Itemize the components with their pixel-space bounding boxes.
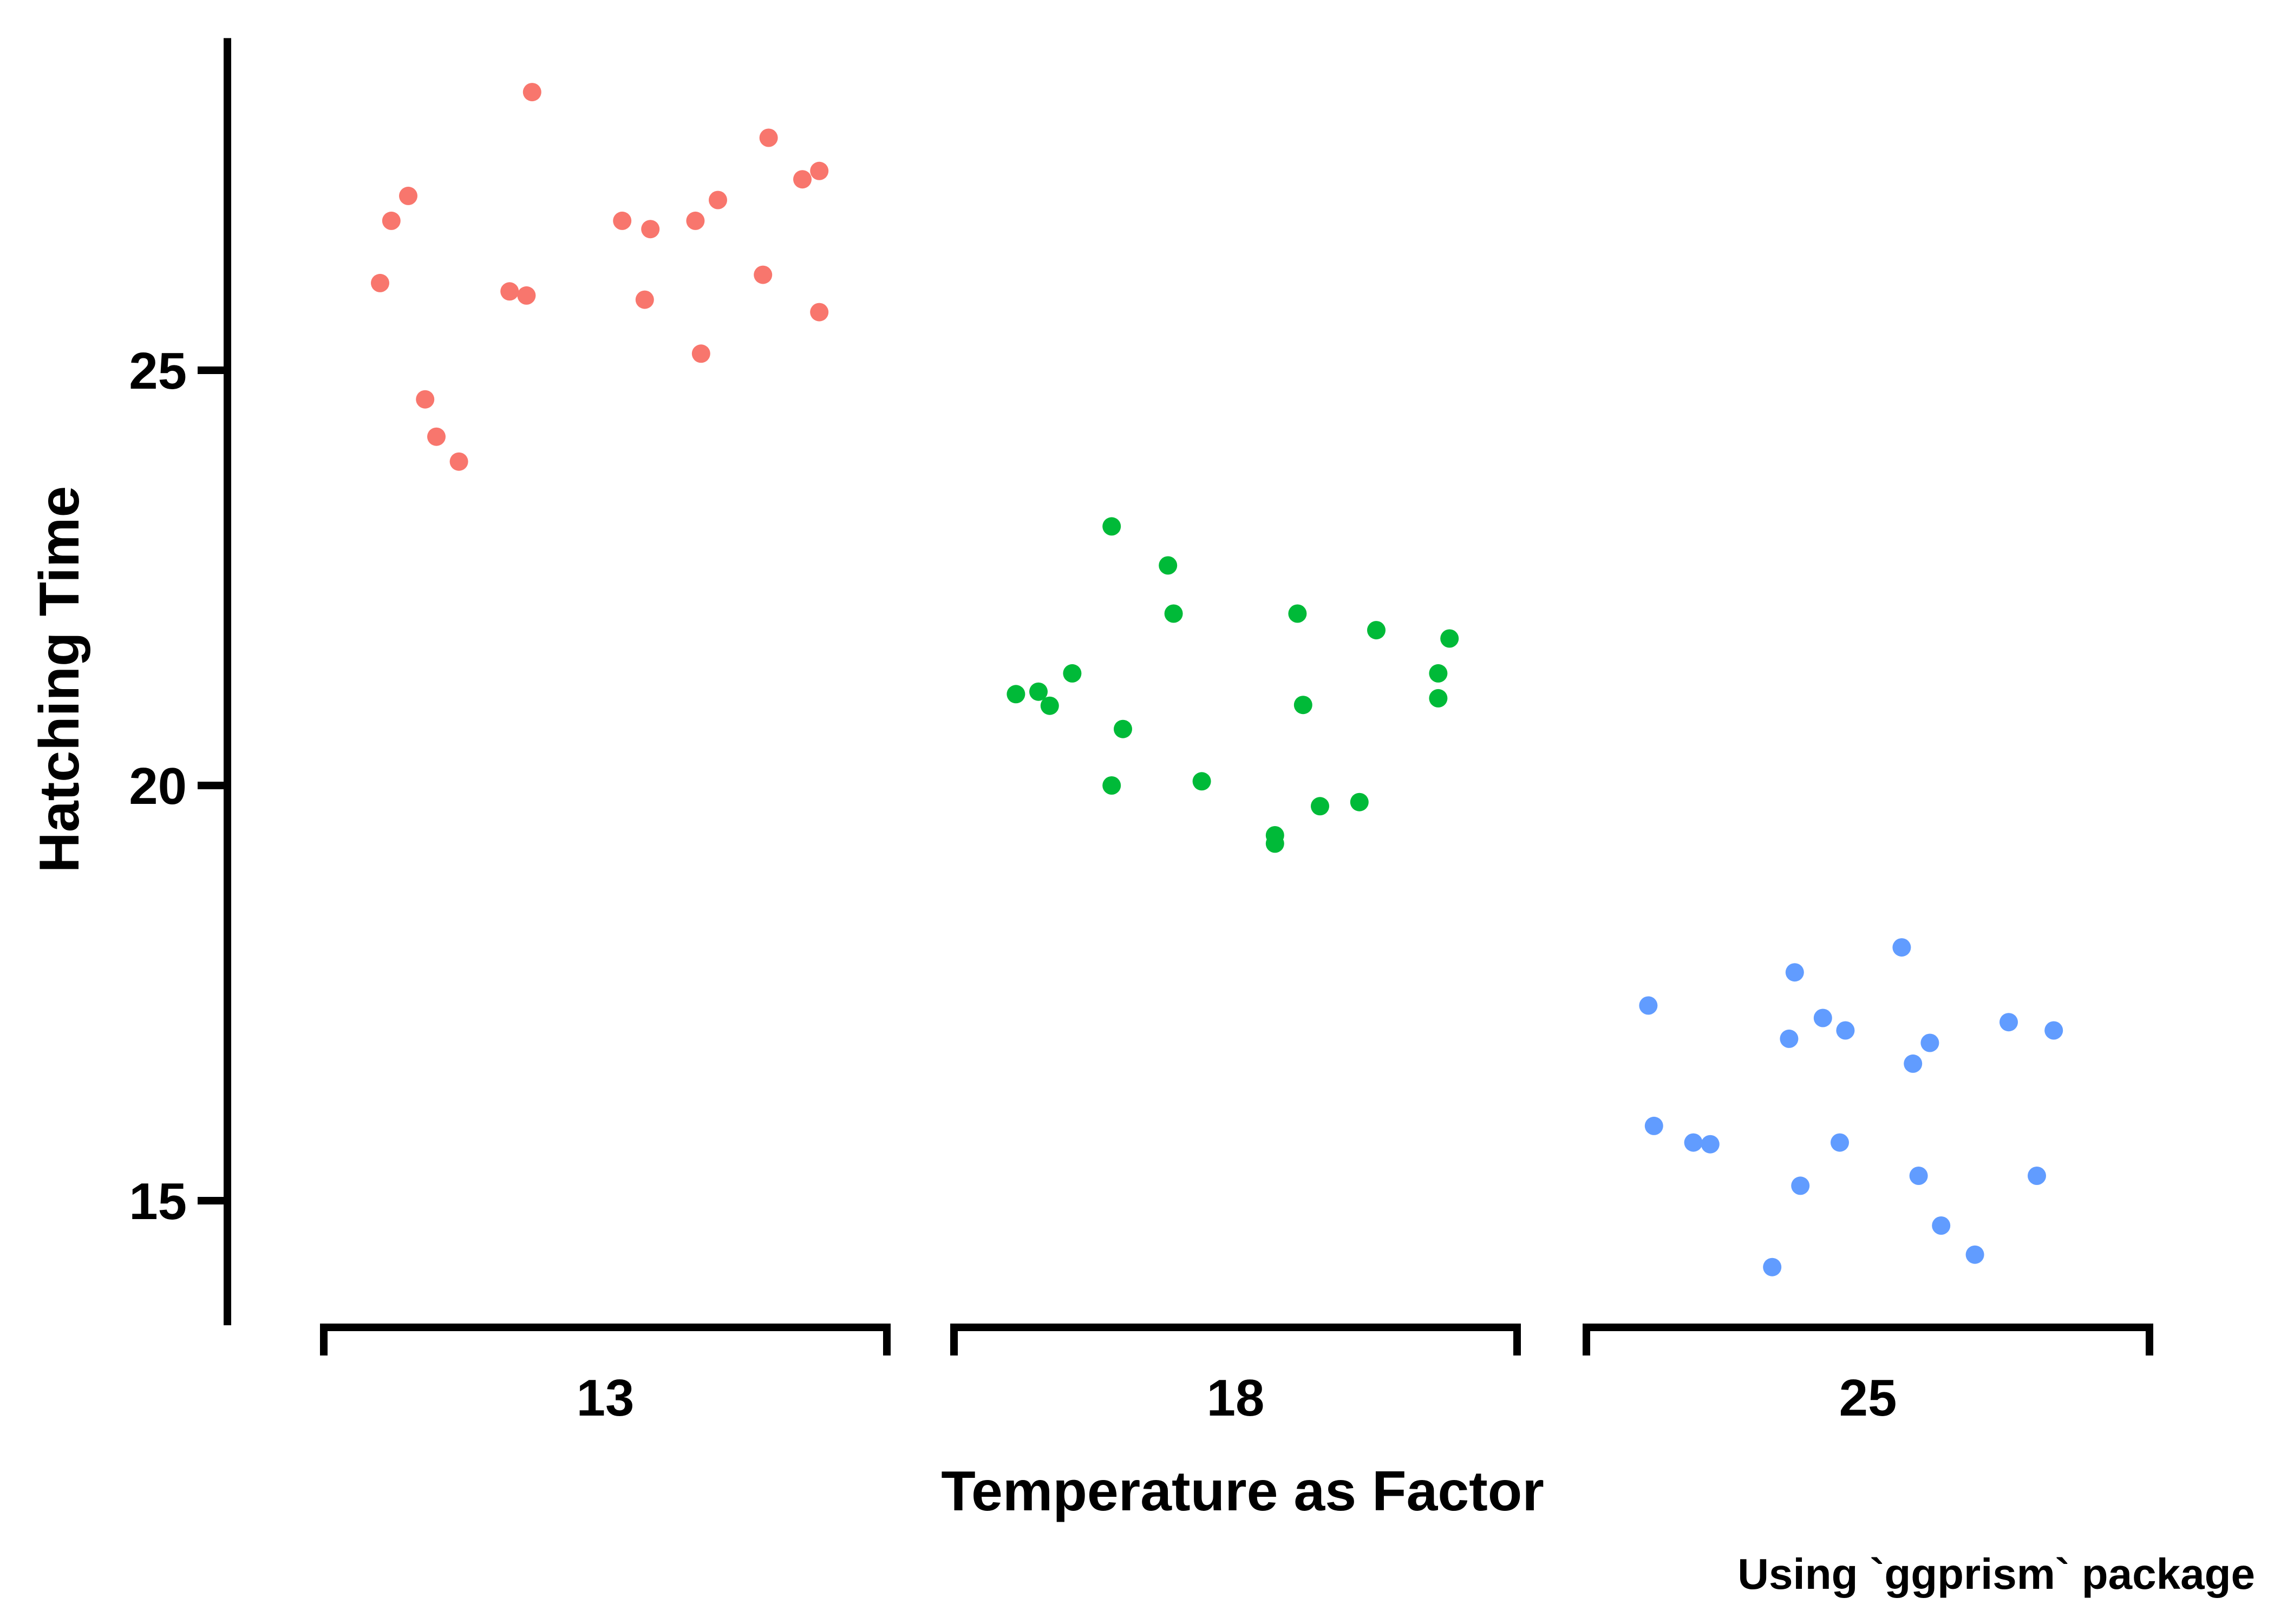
point-13 [371, 273, 389, 292]
point-25 [1780, 1029, 1799, 1048]
point-25 [1892, 938, 1911, 957]
point-18 [1040, 696, 1059, 715]
point-13 [449, 452, 468, 471]
point-18 [1429, 664, 1448, 683]
x-axis-title: Temperature as Factor [941, 1460, 1544, 1523]
y-tick-label: 15 [129, 1173, 187, 1230]
point-25 [1999, 1013, 2018, 1032]
y-axis-title: Hatching Time [28, 486, 91, 873]
point-13 [500, 282, 519, 301]
point-18 [1007, 685, 1025, 704]
point-13 [709, 191, 727, 209]
point-18 [1102, 517, 1121, 536]
point-13 [416, 390, 435, 409]
point-13 [810, 161, 829, 180]
point-18 [1293, 696, 1312, 715]
point-18 [1029, 682, 1048, 701]
point-18 [1311, 797, 1329, 816]
point-18 [1192, 772, 1211, 791]
point-13 [382, 211, 401, 230]
point-18 [1350, 793, 1369, 811]
point-13 [613, 211, 632, 230]
x-tick-label-25: 25 [1839, 1369, 1897, 1427]
x-bracket-13 [320, 1324, 891, 1355]
point-13 [686, 211, 705, 230]
point-13 [754, 265, 773, 284]
point-18 [1102, 776, 1121, 795]
point-13 [522, 83, 541, 102]
point-25 [1813, 1009, 1832, 1027]
point-18 [1063, 664, 1082, 683]
point-25 [1785, 963, 1804, 982]
point-18 [1429, 689, 1448, 708]
point-25 [2028, 1167, 2046, 1185]
point-18 [1288, 604, 1307, 623]
point-13 [399, 186, 417, 205]
point-18 [1265, 834, 1284, 853]
point-25 [1932, 1216, 1951, 1235]
point-13 [810, 303, 829, 322]
points-layer [371, 83, 2063, 1276]
point-13 [641, 220, 660, 239]
point-25 [1644, 1116, 1663, 1135]
point-25 [1684, 1133, 1703, 1152]
x-tick-label-18: 18 [1207, 1369, 1265, 1427]
point-13 [517, 286, 536, 305]
point-25 [1836, 1021, 1855, 1040]
point-25 [1904, 1054, 1923, 1073]
point-25 [1763, 1258, 1782, 1276]
point-25 [1920, 1033, 1939, 1052]
point-18 [1367, 621, 1386, 640]
point-25 [2044, 1021, 2063, 1040]
point-25 [1831, 1133, 1849, 1152]
point-25 [1639, 996, 1658, 1015]
point-25 [1701, 1135, 1720, 1154]
y-tick-label: 25 [129, 342, 187, 400]
point-25 [1965, 1245, 1984, 1264]
x-tick-label-13: 13 [577, 1369, 635, 1427]
axes-layer: 15 20 25 13 18 25 [129, 38, 2153, 1427]
point-25 [1909, 1167, 1928, 1185]
point-25 [1791, 1176, 1810, 1195]
x-bracket-18 [950, 1324, 1521, 1355]
point-18 [1164, 604, 1183, 623]
point-13 [427, 427, 446, 446]
point-13 [793, 170, 812, 189]
point-13 [635, 290, 654, 309]
chart-caption: Using `ggprism` package [1737, 1550, 2255, 1598]
point-18 [1114, 719, 1132, 738]
y-tick-label: 20 [129, 757, 187, 815]
point-13 [759, 128, 778, 147]
point-18 [1440, 629, 1459, 648]
point-13 [691, 344, 710, 363]
point-18 [1159, 556, 1178, 575]
x-bracket-25 [1583, 1324, 2153, 1355]
